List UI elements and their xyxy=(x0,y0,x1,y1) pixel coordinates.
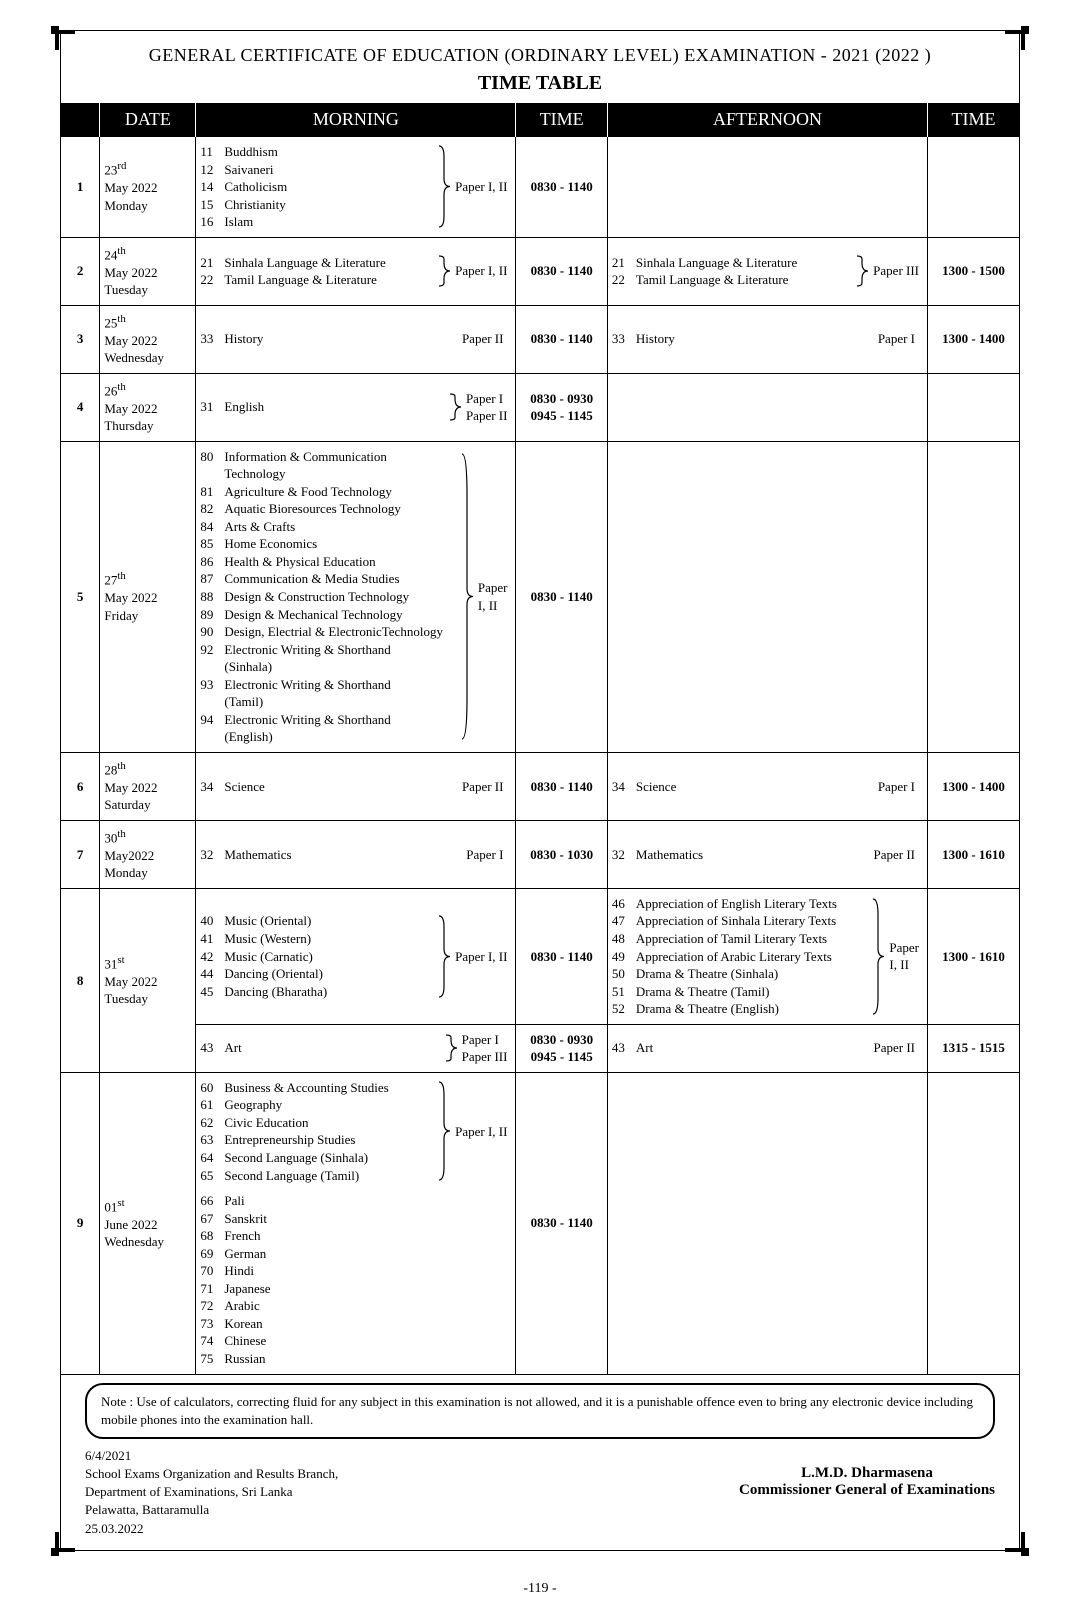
afternoon-cell: 46Appreciation of English Literary Texts… xyxy=(607,888,927,1024)
row-number: 9 xyxy=(61,1072,100,1374)
morning-cell: 32MathematicsPaper I xyxy=(196,820,516,888)
morning-cell: 11Buddhism12Saivaneri14Catholicism15Chri… xyxy=(196,137,516,238)
col-morning: MORNING xyxy=(196,103,516,137)
afternoon-time: 1315 - 1515 xyxy=(928,1024,1019,1072)
morning-time: 0830 - 1140 xyxy=(516,441,607,752)
col-date: DATE xyxy=(100,103,196,137)
footer-ref: 6/4/2021 xyxy=(85,1447,338,1465)
row-number: 7 xyxy=(61,820,100,888)
afternoon-time xyxy=(928,1072,1019,1374)
footer-line-2: Pelawatta, Battaramulla xyxy=(85,1501,338,1519)
date-cell: 30thMay2022Monday xyxy=(100,820,196,888)
date-cell: 25thMay 2022Wednesday xyxy=(100,305,196,373)
date-cell: 31stMay 2022Tuesday xyxy=(100,888,196,1072)
afternoon-time: 1300 - 1400 xyxy=(928,752,1019,820)
timetable: DATE MORNING TIME AFTERNOON TIME 123rdMa… xyxy=(61,103,1019,1375)
morning-cell: 21Sinhala Language & Literature22Tamil L… xyxy=(196,237,516,305)
afternoon-cell: 34SciencePaper I xyxy=(607,752,927,820)
morning-cell: 33HistoryPaper II xyxy=(196,305,516,373)
morning-time: 0830 - 1140 xyxy=(516,752,607,820)
morning-time: 0830 - 1030 xyxy=(516,820,607,888)
afternoon-time xyxy=(928,137,1019,238)
morning-cell: 40Music (Oriental)41Music (Western)42Mus… xyxy=(196,888,516,1024)
date-cell: 24thMay 2022Tuesday xyxy=(100,237,196,305)
page-number: -119 - xyxy=(40,1581,1040,1597)
afternoon-cell xyxy=(607,441,927,752)
row-number: 4 xyxy=(61,373,100,441)
afternoon-time xyxy=(928,441,1019,752)
date-cell: 27thMay 2022Friday xyxy=(100,441,196,752)
subtitle: TIME TABLE xyxy=(61,72,1019,103)
footer-line-3: 25.03.2022 xyxy=(85,1520,338,1538)
row-number: 1 xyxy=(61,137,100,238)
morning-time: 0830 - 1140 xyxy=(516,305,607,373)
morning-time: 0830 - 1140 xyxy=(516,1072,607,1374)
date-cell: 23rdMay 2022Monday xyxy=(100,137,196,238)
afternoon-time: 1300 - 1610 xyxy=(928,888,1019,1024)
morning-cell: 31English Paper IPaper II xyxy=(196,373,516,441)
col-afternoon: AFTERNOON xyxy=(607,103,927,137)
page-title: GENERAL CERTIFICATE OF EDUCATION (ORDINA… xyxy=(61,31,1019,72)
morning-cell: 34SciencePaper II xyxy=(196,752,516,820)
morning-time: 0830 - 1140 xyxy=(516,137,607,238)
afternoon-cell: 33HistoryPaper I xyxy=(607,305,927,373)
afternoon-cell: 43ArtPaper II xyxy=(607,1024,927,1072)
row-number: 5 xyxy=(61,441,100,752)
footer-left: 6/4/2021 School Exams Organization and R… xyxy=(85,1447,338,1538)
afternoon-cell xyxy=(607,1072,927,1374)
afternoon-cell xyxy=(607,137,927,238)
col-mtime: TIME xyxy=(516,103,607,137)
afternoon-cell: 21Sinhala Language & Literature22Tamil L… xyxy=(607,237,927,305)
footer-right: L.M.D. Dharmasena Commissioner General o… xyxy=(739,1447,995,1538)
date-cell: 28thMay 2022Saturday xyxy=(100,752,196,820)
afternoon-time xyxy=(928,373,1019,441)
footer-line-1: Department of Examinations, Sri Lanka xyxy=(85,1483,338,1501)
footer-line-0: School Exams Organization and Results Br… xyxy=(85,1465,338,1483)
afternoon-cell xyxy=(607,373,927,441)
morning-cell: 60Business & Accounting Studies61Geograp… xyxy=(196,1072,516,1374)
date-cell: 26thMay 2022Thursday xyxy=(100,373,196,441)
col-atime: TIME xyxy=(928,103,1019,137)
morning-time: 0830 - 09300945 - 1145 xyxy=(516,373,607,441)
date-cell: 01stJune 2022Wednesday xyxy=(100,1072,196,1374)
afternoon-time: 1300 - 1400 xyxy=(928,305,1019,373)
signatory-name: L.M.D. Dharmasena xyxy=(739,1465,995,1482)
morning-cell: 80Information & CommunicationTechnology8… xyxy=(196,441,516,752)
row-number: 8 xyxy=(61,888,100,1072)
afternoon-time: 1300 - 1500 xyxy=(928,237,1019,305)
morning-time: 0830 - 1140 xyxy=(516,237,607,305)
morning-time: 0830 - 09300945 - 1145 xyxy=(516,1024,607,1072)
row-number: 6 xyxy=(61,752,100,820)
morning-cell: 43Art Paper IPaper III xyxy=(196,1024,516,1072)
afternoon-time: 1300 - 1610 xyxy=(928,820,1019,888)
row-number: 2 xyxy=(61,237,100,305)
morning-time: 0830 - 1140 xyxy=(516,888,607,1024)
signatory-title: Commissioner General of Examinations xyxy=(739,1482,995,1499)
note: Note : Use of calculators, correcting fl… xyxy=(85,1383,995,1439)
row-number: 3 xyxy=(61,305,100,373)
afternoon-cell: 32MathematicsPaper II xyxy=(607,820,927,888)
